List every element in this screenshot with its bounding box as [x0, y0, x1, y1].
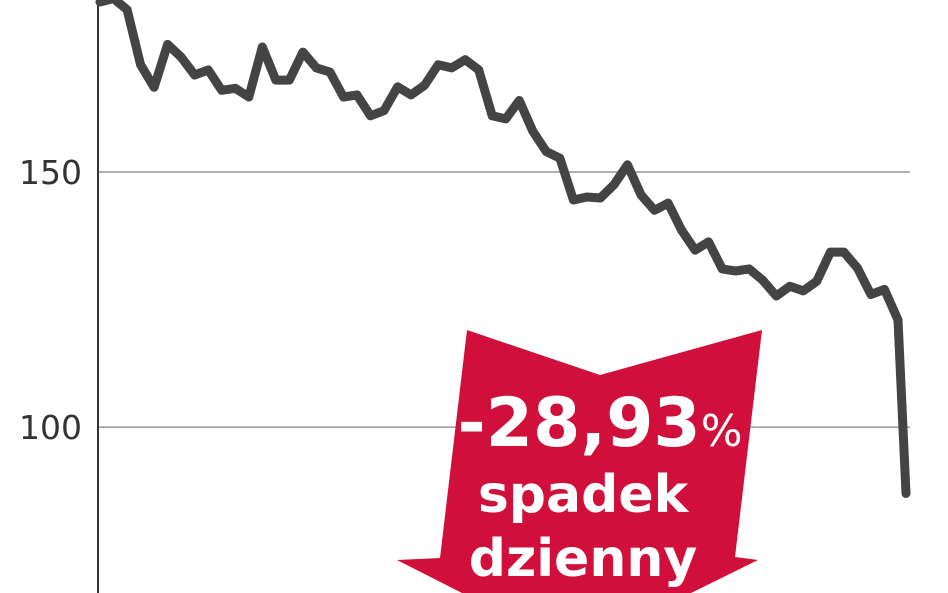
change-percent: %	[701, 406, 743, 457]
series-line	[95, 0, 911, 498]
y-tick-label: 150	[19, 153, 82, 192]
change-number: -28,93	[457, 384, 700, 463]
change-value: -28,93%	[457, 384, 742, 463]
label-dzienny: dzienny	[469, 529, 698, 589]
decline-arrow-badge: -28,93% spadek dzienny	[397, 330, 762, 593]
y-tick-label: 100	[19, 408, 82, 447]
label-spadek: spadek	[478, 465, 690, 525]
down-arrow-shape	[397, 330, 762, 593]
